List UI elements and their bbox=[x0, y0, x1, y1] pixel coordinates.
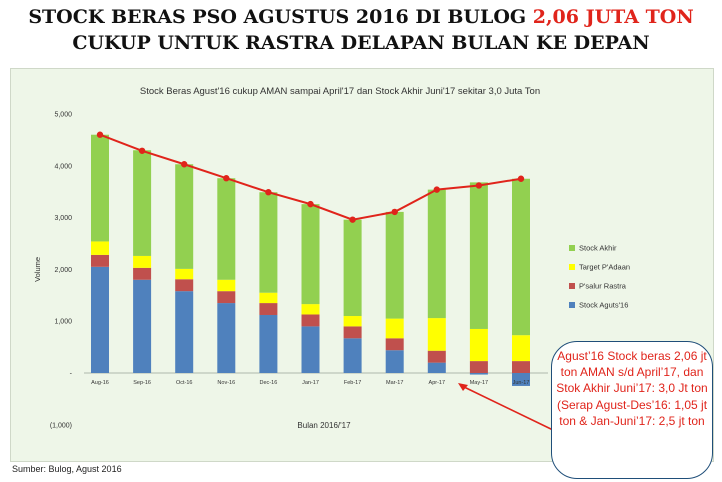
bar-segment bbox=[427, 362, 446, 373]
bar-segment bbox=[91, 134, 109, 242]
y-tick-label: 5,000 bbox=[54, 112, 72, 119]
bar-segment bbox=[259, 314, 278, 373]
x-axis-label: Bulan 2016/'17 bbox=[297, 421, 351, 430]
bar-segment bbox=[259, 192, 278, 293]
bar-segment bbox=[343, 219, 362, 317]
y-tick-label: - bbox=[70, 371, 73, 378]
bar-segment bbox=[469, 182, 488, 329]
bar-segment bbox=[91, 254, 109, 267]
x-tick-label: Mar-17 bbox=[386, 380, 403, 386]
slide-headline: STOCK BERAS PSO AGUSTUS 2016 DI BULOG 2,… bbox=[0, 4, 722, 56]
headline-highlight: 2,06 JUTA TON bbox=[532, 6, 694, 28]
bar-segment bbox=[217, 291, 236, 304]
bar-segment bbox=[217, 303, 236, 373]
bar-segment bbox=[427, 350, 446, 363]
bar-segment bbox=[427, 318, 446, 351]
bar-segment bbox=[91, 241, 109, 255]
bar-segment bbox=[385, 350, 404, 373]
bar-segment bbox=[175, 279, 194, 292]
bar-segment bbox=[385, 338, 404, 351]
x-tick-label: Oct-16 bbox=[176, 380, 193, 386]
legend-swatch bbox=[569, 302, 575, 308]
bar-segment bbox=[385, 211, 404, 319]
y-tick-label: 2,000 bbox=[54, 267, 72, 274]
bar-segment bbox=[259, 292, 278, 304]
x-tick-label: Apr-17 bbox=[429, 380, 446, 386]
callout-arrowhead bbox=[458, 383, 468, 391]
line-marker bbox=[433, 186, 440, 193]
y-tick-label: 4,000 bbox=[54, 163, 72, 170]
bar-segment bbox=[385, 318, 404, 339]
bar-segment bbox=[175, 291, 194, 373]
y-tick-label: 1,000 bbox=[54, 319, 72, 326]
x-tick-label: Feb-17 bbox=[344, 380, 361, 386]
line-marker bbox=[307, 200, 314, 208]
bar-segment bbox=[469, 373, 488, 375]
bar-segment bbox=[512, 335, 530, 362]
bar-segment bbox=[301, 326, 320, 373]
callout-arrow-line bbox=[461, 385, 554, 431]
y-tick-label: 3,000 bbox=[54, 215, 72, 222]
legend-label: P'salur Rastra bbox=[579, 282, 627, 291]
bar-segment bbox=[217, 279, 236, 292]
bar-segment bbox=[469, 361, 488, 373]
bar-segment bbox=[427, 189, 446, 319]
legend-swatch bbox=[569, 283, 575, 289]
bar-segment bbox=[512, 373, 530, 386]
bar-segment bbox=[512, 178, 530, 336]
bar-segment bbox=[301, 314, 320, 327]
x-tick-label: Dec-16 bbox=[260, 380, 278, 386]
line-marker bbox=[96, 131, 104, 138]
x-tick-label: Nov-16 bbox=[217, 380, 235, 386]
bar-segment bbox=[133, 255, 152, 268]
x-tick-label: Jan-17 bbox=[302, 380, 319, 386]
bar-segment bbox=[217, 178, 236, 280]
bar-segment bbox=[175, 164, 194, 269]
bar-segment bbox=[343, 326, 362, 339]
headline-line-1: STOCK BERAS PSO AGUSTUS 2016 DI BULOG 2,… bbox=[0, 4, 722, 30]
line-marker bbox=[181, 161, 188, 168]
callout-box: Agust’16 Stock beras 2,06 jt ton AMAN s/… bbox=[551, 341, 713, 479]
bar-segment bbox=[301, 204, 320, 305]
legend-label: Stock Aguts'16 bbox=[579, 301, 628, 310]
y-axis-label: Volume bbox=[33, 257, 42, 282]
bar-segment bbox=[133, 150, 152, 256]
bar-segment bbox=[91, 266, 109, 373]
x-tick-label: May-17 bbox=[470, 380, 488, 386]
legend-swatch bbox=[569, 264, 575, 270]
bar-segment bbox=[343, 316, 362, 327]
bar-segment bbox=[133, 279, 152, 373]
x-tick-label: Aug-16 bbox=[91, 380, 109, 386]
line-marker bbox=[265, 189, 272, 196]
headline-line-2: CUKUP UNTUK RASTRA DELAPAN BULAN KE DEPA… bbox=[72, 32, 650, 54]
bar-segment bbox=[301, 304, 320, 315]
line-marker bbox=[349, 216, 356, 223]
line-marker bbox=[223, 175, 230, 182]
bar-segment bbox=[259, 303, 278, 315]
line-marker bbox=[475, 182, 483, 189]
bar-segment bbox=[343, 338, 362, 373]
bar-segment bbox=[175, 268, 194, 280]
chart-title: Stock Beras Agust'16 cukup AMAN sampai A… bbox=[139, 86, 541, 97]
legend-label: Stock Akhir bbox=[579, 244, 617, 253]
line-marker bbox=[517, 175, 525, 182]
headline-text: STOCK BERAS PSO AGUSTUS 2016 DI BULOG bbox=[28, 6, 533, 28]
bar-segment bbox=[512, 361, 530, 373]
source-note: Sumber: Bulog, Agust 2016 bbox=[12, 464, 122, 474]
bar-segment bbox=[133, 267, 152, 280]
x-tick-label: Sep-16 bbox=[133, 380, 151, 386]
legend-swatch bbox=[569, 245, 575, 251]
legend-label: Target P'Adaan bbox=[579, 263, 630, 272]
line-marker bbox=[138, 147, 146, 154]
x-tick-label: Jun-17 bbox=[513, 380, 530, 386]
line-marker bbox=[391, 208, 398, 216]
y-tick-label: (1,000) bbox=[50, 422, 72, 429]
bar-segment bbox=[469, 328, 488, 362]
